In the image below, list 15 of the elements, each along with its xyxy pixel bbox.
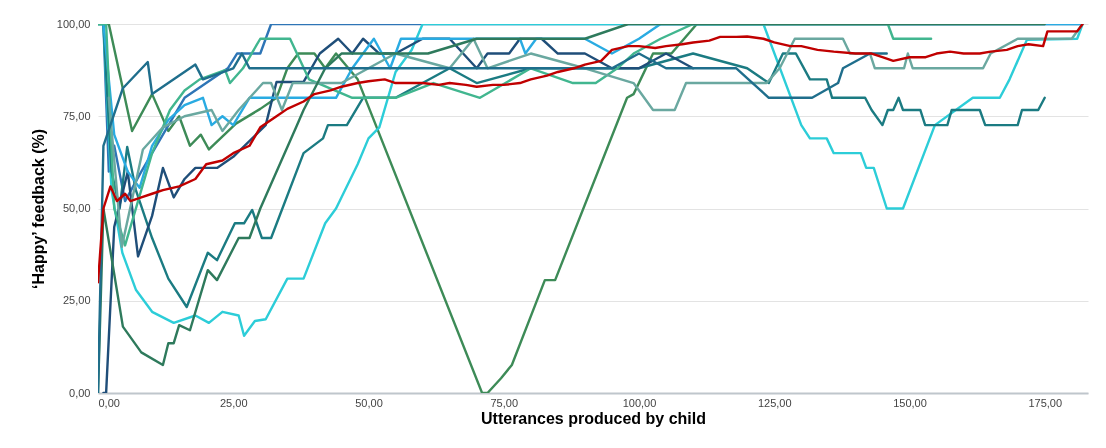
y-tick-label: 0,00 xyxy=(69,386,91,399)
x-tick-label: 50,00 xyxy=(355,396,383,409)
x-tick-label: 175,00 xyxy=(1028,396,1063,409)
y-tick-label: 50,00 xyxy=(62,202,91,214)
y-tick-label: 75,00 xyxy=(62,109,91,122)
y-tick-label: 25,00 xyxy=(62,294,91,307)
y-tick-label: 100,00 xyxy=(56,17,91,30)
y-axis-title: ‘Happy’ feedback (%) xyxy=(29,128,47,290)
x-tick-label: 100,00 xyxy=(622,396,657,409)
x-tick-label: 125,00 xyxy=(757,396,792,409)
x-tick-label: 75,00 xyxy=(490,396,518,409)
x-tick-label: 150,00 xyxy=(893,396,927,409)
x-axis-title: Utterances produced by child xyxy=(481,409,706,427)
x-tick-label: 25,00 xyxy=(219,396,248,409)
x-tick-label: 0,00 xyxy=(98,396,120,409)
